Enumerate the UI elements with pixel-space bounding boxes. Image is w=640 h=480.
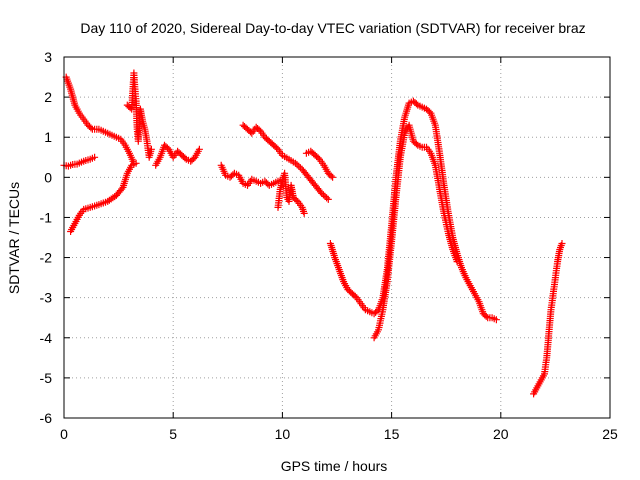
arc-k-point [453,258,461,266]
y-tick-label: -4 [40,330,53,346]
x-axis-title: GPS time / hours [281,458,388,474]
arc-e-sample [181,154,189,162]
arc-b-sample [87,124,95,132]
arc-g-sample [321,192,329,200]
arc-g-sample [295,162,303,170]
plot-frame [63,56,611,419]
arc-j-sample [482,312,490,320]
x-tick-label: 25 [602,426,618,442]
y-tick-label: 3 [44,49,52,65]
arc-e-point [195,145,203,153]
arc-l-point [558,240,566,247]
data-points [60,69,566,398]
y-tick-label: -5 [40,370,53,386]
chart-title: Day 110 of 2020, Sidereal Day-to-day VTE… [80,20,585,36]
y-tick-label: -3 [40,290,53,306]
arc-d-point [147,145,155,153]
arc-c-point [132,159,140,167]
x-tick-label: 15 [384,426,400,442]
arc-g-point [318,189,326,197]
arc-a-point [91,153,99,161]
y-tick-label: 2 [44,89,52,105]
y-tick-label: -1 [40,209,53,225]
grid-lines [64,57,610,418]
arc-h-point [300,209,308,217]
arc-g-point [292,159,299,167]
arc-g-sample [319,191,327,199]
arc-i-point [329,173,337,181]
x-tick-label: 10 [275,426,291,442]
arc-g-sample [293,161,301,169]
arc-g-point [324,195,332,203]
x-tick-label: 5 [169,426,177,442]
y-tick-label: -6 [40,410,53,426]
arc-g-sample [296,164,304,172]
arc-g-sample [323,194,331,202]
arc-j-sample [412,100,420,108]
x-tick-label: 20 [493,426,509,442]
y-tick-label: -2 [40,250,53,266]
arc-g-sample [316,188,324,196]
y-axis-title: SDTVAR / TECUs [6,182,22,294]
x-tick-label: 0 [60,426,68,442]
y-tick-label: 0 [44,169,52,185]
y-tick-label: 1 [44,129,52,145]
arc-j-point [492,316,500,324]
arc-k-sample [412,140,420,148]
arc-i-sample [327,172,335,180]
arc-c-sample [118,185,126,193]
